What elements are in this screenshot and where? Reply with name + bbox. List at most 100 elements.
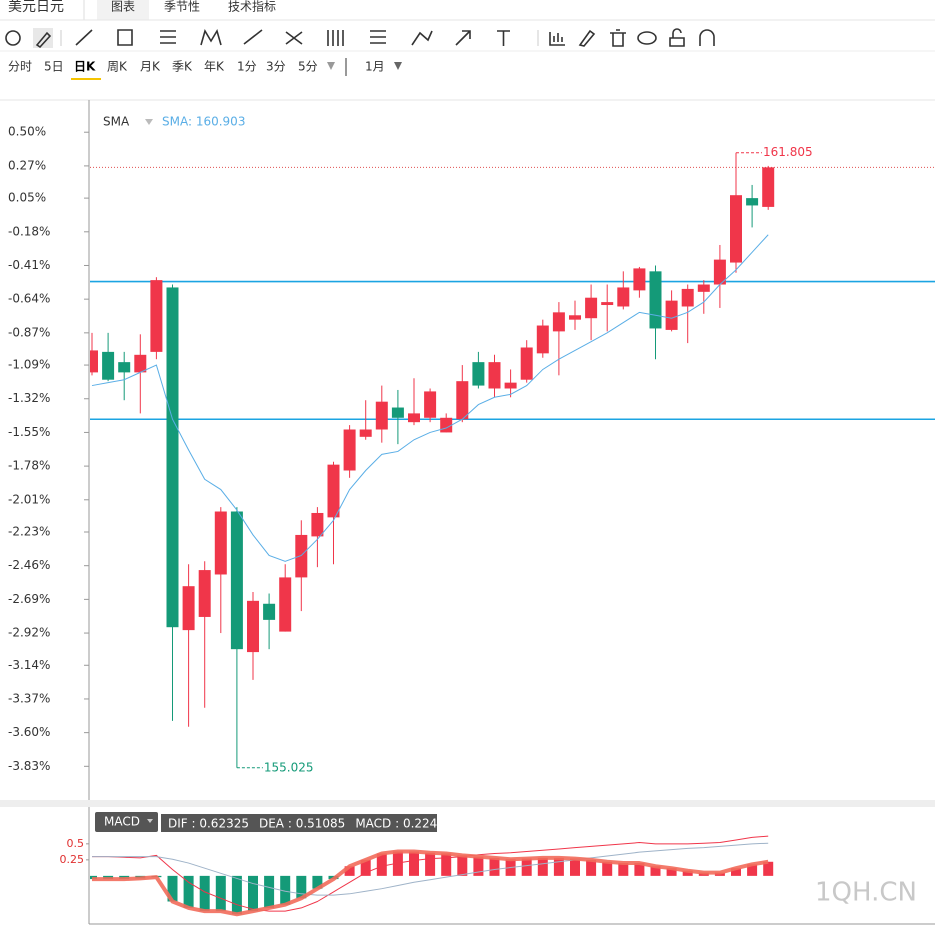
tool-icon[interactable] [327,30,344,46]
macd-bar [553,857,564,876]
y-tick-label: -1.55% [8,425,50,439]
macd-bar [618,863,629,876]
low-label: 155.025 [264,760,314,774]
y-tick-label: -2.46% [8,558,50,572]
macd-bar [731,868,741,876]
y-tick-label: -2.92% [8,626,50,640]
indicator-name[interactable]: SMA [103,115,130,129]
candle-body [166,287,179,628]
candle-body [762,167,775,207]
y-tick-label: -1.32% [8,391,50,405]
high-label: 161.805 [763,145,813,159]
candle-body [504,382,517,389]
period-tab[interactable]: 3分 [266,60,286,74]
tool-icon[interactable] [160,30,176,44]
macd-bar [183,875,194,908]
period-tab[interactable]: 5日 [44,60,64,74]
dropdown-arrow[interactable] [145,119,153,125]
tab[interactable]: 季节性 [164,0,200,14]
tool-icon[interactable] [243,29,263,45]
period-tab[interactable]: 周K [107,60,128,74]
candle-body [472,362,485,386]
candle-body [713,259,726,285]
macd-line [92,835,769,912]
dropdown-arrow [327,62,335,70]
y-tick-label: -2.69% [8,592,50,606]
macd-bar [312,875,323,889]
candle-body [134,354,147,373]
macd-plot [90,835,774,917]
tool-icon[interactable] [75,29,93,46]
candle-body [730,195,742,263]
candle-body [697,284,710,292]
tool-icon[interactable] [411,30,433,46]
macd-bar [521,858,532,876]
tab[interactable]: 图表 [111,0,135,14]
period-tab[interactable]: 年K [204,60,225,74]
tab[interactable]: 技术指标 [228,0,276,14]
tool-icon[interactable] [497,30,510,46]
candle-body [391,407,404,418]
tool-icon[interactable] [637,31,657,45]
tool-icon[interactable] [117,29,133,46]
y-tick-label: -0.87% [8,325,50,339]
candle-body [440,417,453,433]
candle-body [311,512,324,537]
y-tick-label: 0.25 [60,853,85,866]
period-tab[interactable]: 日K [74,60,96,74]
period-tab[interactable]: 1分 [237,60,257,74]
macd-bar [634,863,645,876]
indicator-name[interactable]: MACD [104,815,140,829]
tool-icon[interactable] [699,29,715,46]
tool-icon[interactable] [5,30,21,46]
macd-bar [296,875,307,899]
macd-bar [392,851,403,876]
tool-icon[interactable] [455,30,471,46]
tool-icon[interactable] [285,31,303,45]
y-tick-label: -0.64% [8,292,50,306]
candle-body [585,297,598,319]
macd-bar [376,853,387,876]
candle-body [102,351,115,380]
tool-icon[interactable] [370,30,386,44]
candle-body [665,300,678,330]
candle-body [198,570,211,617]
period-tab[interactable]: 5分 [298,60,318,74]
range-select[interactable]: 1月 [365,60,385,74]
macd-bar [167,875,178,902]
y-tick-label: -2.01% [8,492,50,506]
macd-bar [473,856,484,876]
macd-bar [248,875,258,912]
tool-icon[interactable] [35,31,52,49]
macd-readout: DIF : 0.62325 [168,817,249,831]
candle-body [359,429,372,437]
y-tick-label: -1.09% [8,358,50,372]
candle-body [408,413,420,423]
candle-body [327,464,340,518]
active-underline [71,78,101,80]
y-tick-label: -0.18% [8,224,50,238]
y-tick-label: -1.78% [8,459,50,473]
period-tab[interactable]: 季K [172,60,193,74]
macd-readout: DEA : 0.51085 [259,817,345,831]
toolbar [5,28,715,49]
y-tick-label: 0.27% [8,158,46,172]
macd-bar [537,857,548,876]
panel-divider [0,800,935,807]
macd-envelope [92,849,769,917]
tool-icon[interactable] [549,32,565,46]
period-tab[interactable]: 分时 [8,60,32,74]
tool-icon[interactable] [669,28,685,47]
tool-icon[interactable] [200,29,222,46]
candle-body [617,287,630,307]
instrument-title: 美元日元 [8,0,64,15]
candle-body [456,381,469,420]
candle-body [214,511,227,575]
y-tick-label: -3.14% [8,658,50,672]
indicator-button[interactable] [95,812,158,832]
tool-icon[interactable] [610,29,626,47]
period-tab[interactable]: 月K [140,60,161,74]
macd-bar [570,858,580,876]
tool-icon[interactable] [578,29,596,47]
y-tick-label: 0.50% [8,125,46,139]
